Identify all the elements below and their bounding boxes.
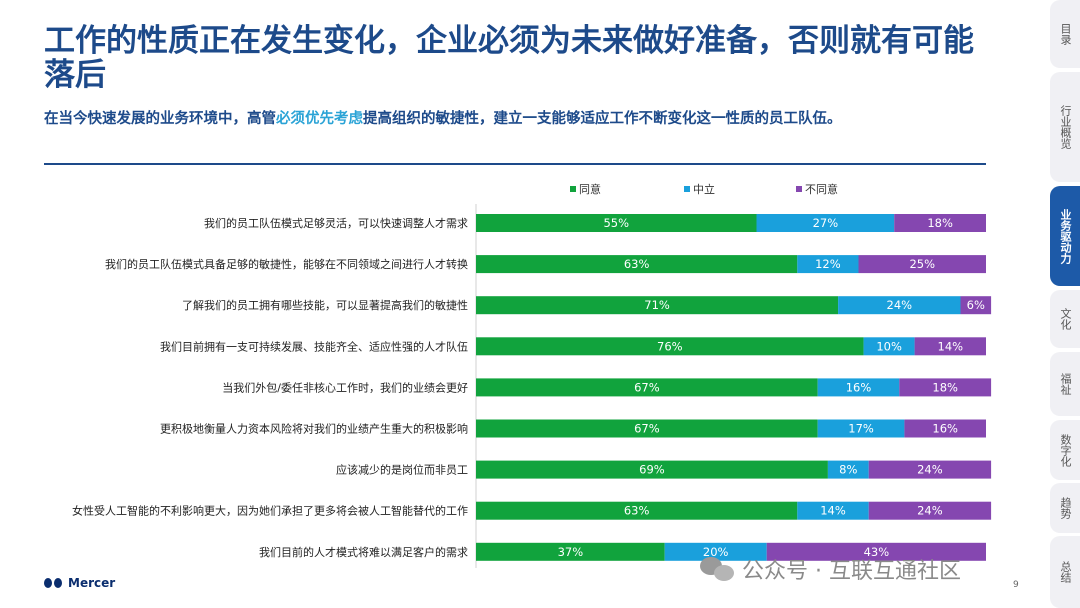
nav-tab-5[interactable]: 数字化 bbox=[1050, 420, 1080, 480]
data-label-0-5: 67% bbox=[634, 422, 660, 436]
nav-tab-7[interactable]: 总结 bbox=[1050, 536, 1080, 608]
bar-2-7 bbox=[868, 501, 992, 520]
nav-tab-3[interactable]: 文化 bbox=[1050, 290, 1080, 348]
legend-swatch-1 bbox=[684, 186, 690, 192]
bar-2-0 bbox=[894, 214, 986, 232]
legend-swatch-2 bbox=[796, 186, 802, 192]
nav-tab-6[interactable]: 趋势 bbox=[1050, 483, 1080, 533]
data-label-0-0: 55% bbox=[603, 216, 629, 230]
bar-2-5 bbox=[904, 419, 986, 438]
wechat-icon bbox=[700, 557, 734, 581]
title-divider bbox=[44, 163, 986, 165]
nav-tab-label: 目录 bbox=[1059, 23, 1072, 45]
bar-0-5 bbox=[476, 419, 818, 438]
category-label-6: 应该减少的是岗位而非员工 bbox=[336, 463, 468, 477]
data-label-1-5: 17% bbox=[848, 422, 874, 436]
category-label-1: 我们的员工队伍模式具备足够的敏捷性，能够在不同领域之间进行人才转换 bbox=[105, 257, 468, 271]
category-label-0: 我们的员工队伍模式足够灵活，可以快速调整人才需求 bbox=[204, 216, 468, 230]
bar-2-2 bbox=[960, 296, 992, 315]
data-label-0-8: 37% bbox=[558, 545, 584, 559]
mercer-logo-text: Mercer bbox=[68, 576, 116, 590]
bar-0-8 bbox=[476, 542, 665, 561]
bar-2-3 bbox=[914, 337, 986, 356]
data-label-2-7: 24% bbox=[917, 504, 943, 518]
bar-0-6 bbox=[476, 460, 828, 479]
data-label-1-8: 20% bbox=[703, 545, 729, 559]
nav-tab-label: 文化 bbox=[1059, 308, 1072, 330]
legend-label-1: 中立 bbox=[693, 182, 715, 196]
legend-label-2: 不同意 bbox=[805, 182, 838, 196]
data-label-1-3: 10% bbox=[876, 339, 902, 353]
nav-tab-1[interactable]: 行业概览 bbox=[1050, 72, 1080, 182]
page-subtitle: 在当今快速发展的业务环境中，高管必须优先考虑提高组织的敏捷性，建立一支能够适应工… bbox=[44, 107, 1004, 128]
bar-1-8 bbox=[664, 542, 767, 561]
bar-1-5 bbox=[817, 419, 905, 438]
subtitle-highlight: 必须优先考虑 bbox=[276, 111, 363, 127]
bar-1-0 bbox=[756, 214, 895, 232]
data-label-1-0: 27% bbox=[813, 216, 839, 230]
category-label-2: 了解我们的员工拥有哪些技能，可以显著提高我们的敏捷性 bbox=[182, 298, 468, 312]
data-label-1-1: 12% bbox=[815, 257, 841, 271]
bar-1-6 bbox=[827, 460, 869, 479]
data-label-2-6: 24% bbox=[917, 463, 943, 477]
legend-label-0: 同意 bbox=[579, 182, 601, 196]
nav-tab-4[interactable]: 福祉 bbox=[1050, 352, 1080, 416]
nav-tab-label: 数字化 bbox=[1059, 433, 1072, 467]
bar-1-4 bbox=[817, 378, 900, 397]
data-label-1-7: 14% bbox=[820, 504, 846, 518]
data-label-0-6: 69% bbox=[639, 463, 665, 477]
page-title: 工作的性质正在发生变化，企业必须为未来做好准备，否则就有可能落后 bbox=[44, 23, 974, 93]
nav-tab-label: 趋势 bbox=[1059, 497, 1072, 519]
subtitle-text-end: 提高组织的敏捷性，建立一支能够适应工作不断变化这一性质的员工队伍。 bbox=[363, 111, 842, 127]
page-number: 9 bbox=[1013, 580, 1019, 590]
watermark: 公众号 · 互联互通社区 bbox=[700, 553, 961, 585]
subtitle-text-start: 在当今快速发展的业务环境中，高管 bbox=[44, 111, 276, 127]
bar-0-7 bbox=[476, 501, 798, 520]
bar-0-0 bbox=[476, 214, 757, 232]
data-label-0-1: 63% bbox=[624, 257, 650, 271]
bar-1-3 bbox=[863, 337, 915, 356]
data-label-2-3: 14% bbox=[938, 339, 964, 353]
data-label-2-1: 25% bbox=[909, 257, 935, 271]
data-label-1-2: 24% bbox=[887, 298, 913, 312]
bar-0-3 bbox=[476, 337, 864, 356]
data-label-0-7: 63% bbox=[624, 504, 650, 518]
category-label-4: 当我们外包/委任非核心工作时，我们的业绩会更好 bbox=[222, 380, 468, 394]
data-label-1-6: 8% bbox=[839, 463, 857, 477]
mercer-logo: Mercer bbox=[44, 576, 115, 590]
bar-2-6 bbox=[868, 460, 992, 479]
category-label-5: 更积极地衡量人力资本风险将对我们的业绩产生重大的积极影响 bbox=[160, 422, 468, 436]
data-label-0-3: 76% bbox=[657, 339, 683, 353]
bar-2-8 bbox=[766, 542, 986, 561]
bar-1-1 bbox=[797, 255, 859, 274]
category-label-3: 我们目前拥有一支可持续发展、技能齐全、适应性强的人才队伍 bbox=[160, 339, 468, 353]
bar-1-2 bbox=[838, 296, 961, 315]
category-label-7: 女性受人工智能的不利影响更大，因为她们承担了更多将会被人工智能替代的工作 bbox=[72, 504, 468, 518]
bar-0-4 bbox=[476, 378, 818, 397]
mercer-logo-icon bbox=[44, 578, 62, 588]
watermark-text: 公众号 · 互联互通社区 bbox=[742, 559, 961, 584]
nav-tab-label: 行业概览 bbox=[1059, 105, 1072, 149]
legend-swatch-0 bbox=[570, 186, 576, 192]
bar-0-1 bbox=[476, 255, 798, 274]
nav-tab-label: 总结 bbox=[1059, 561, 1072, 583]
data-label-1-4: 16% bbox=[846, 380, 872, 394]
nav-tab-label: 业务驱动力 bbox=[1059, 208, 1072, 264]
bar-0-2 bbox=[476, 296, 839, 315]
data-label-2-8: 43% bbox=[864, 545, 890, 559]
nav-tab-label: 福祉 bbox=[1059, 373, 1072, 395]
data-label-0-4: 67% bbox=[634, 380, 660, 394]
data-label-0-2: 71% bbox=[644, 298, 670, 312]
data-label-2-4: 18% bbox=[932, 380, 958, 394]
category-label-8: 我们目前的人才模式将难以满足客户的需求 bbox=[259, 545, 468, 559]
bar-2-1 bbox=[858, 255, 986, 274]
data-label-2-2: 6% bbox=[967, 298, 985, 312]
data-label-2-0: 18% bbox=[927, 216, 953, 230]
data-label-2-5: 16% bbox=[932, 422, 958, 436]
nav-tab-0[interactable]: 目录 bbox=[1050, 0, 1080, 68]
bar-1-7 bbox=[797, 501, 869, 520]
nav-tab-2[interactable]: 业务驱动力 bbox=[1050, 186, 1080, 286]
bar-2-4 bbox=[899, 378, 992, 397]
